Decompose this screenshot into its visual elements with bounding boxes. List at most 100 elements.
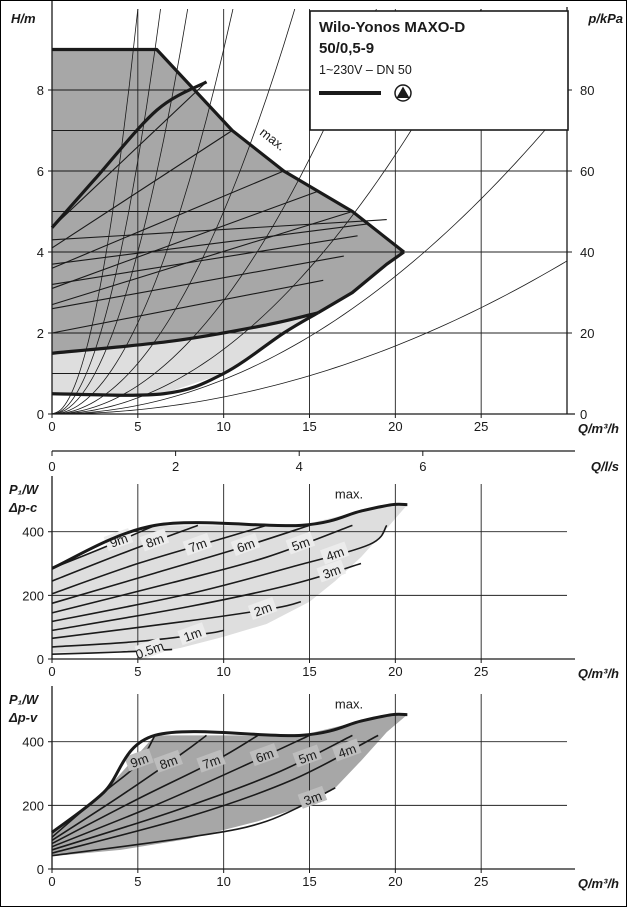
y-axis-label: H/m: [11, 11, 36, 26]
curve-label-bg: [297, 785, 328, 809]
power-dpv-chart: 9m 8m 7m 6m 5m 4m 3m max. 0 5 10 15 20 25 0 200 400 Q/m³/…: [8, 686, 619, 891]
curve-label-bg: [319, 541, 350, 565]
curve-label: 6m: [254, 745, 276, 765]
power-area: [52, 504, 408, 653]
x-tick-label: 0: [48, 664, 55, 679]
x-tick-label: 0: [48, 874, 55, 889]
x-tick-label: 25: [474, 419, 488, 434]
power-curve-6m: [51, 524, 310, 605]
system-curve: [52, 9, 189, 414]
mode-label: Δp-v: [8, 710, 38, 725]
curve-label-bg: [316, 559, 347, 583]
y2-tick-label: 60: [580, 164, 594, 179]
power-curve-3m: [51, 787, 336, 857]
x-tick-label: 20: [388, 419, 402, 434]
x-tick-label: 25: [474, 664, 488, 679]
curve-label: 3m: [321, 562, 343, 582]
curve-label: 7m: [187, 535, 209, 555]
x-tick-label: 20: [388, 874, 402, 889]
dpv-setpoint-line: [51, 223, 370, 265]
y-tick-label: 4: [37, 245, 44, 260]
x-tick-label: 15: [302, 664, 316, 679]
power-curve-4m: [51, 524, 388, 623]
curve-label-bg: [331, 738, 362, 762]
max-curve: [52, 47, 405, 254]
y2-tick-label: 0: [580, 407, 587, 422]
x-tick-label: 20: [388, 664, 402, 679]
curve-label-bg: [247, 596, 278, 620]
curve-label-bg: [182, 532, 213, 556]
y-tick-label: 8: [37, 83, 44, 98]
x-axis-label: Q/m³/h: [578, 421, 619, 436]
y-tick-label: 0: [37, 407, 44, 422]
y-tick-label: 200: [22, 588, 44, 603]
power-envelope: [51, 502, 408, 570]
ls-tick-label: 2: [172, 459, 179, 474]
heavy-setpoint-curve: [51, 311, 319, 355]
max-annotation: max.: [335, 486, 363, 501]
curve-label: 9m: [128, 751, 150, 771]
x-tick-label: 15: [302, 874, 316, 889]
power-curve-2m: [51, 600, 302, 640]
curve-label: 3m: [302, 788, 324, 808]
ls-tick-label: 4: [296, 459, 303, 474]
power-curve-7m: [51, 734, 259, 845]
system-curve: [52, 9, 296, 414]
curve-label: 6m: [235, 535, 257, 555]
x-tick-label: 10: [216, 664, 230, 679]
y2-tick-label: 80: [580, 83, 594, 98]
ls-axis-label: Q/l/s: [591, 459, 619, 474]
curve-label-bg: [139, 528, 170, 552]
dpv-fan-line: [51, 170, 284, 269]
title-box-frame: [309, 10, 569, 131]
y-tick-label: 0: [37, 652, 44, 667]
power-curve-7m: [51, 524, 267, 595]
curve-label-bg: [177, 622, 208, 646]
heavy-setpoint-curve: [50, 80, 208, 229]
dpv-fan-line: [51, 81, 207, 229]
right-boundary: [317, 250, 405, 315]
x-tick-label: 0: [48, 419, 55, 434]
curve-label-bg: [196, 749, 226, 773]
power-curve-1m: [51, 629, 224, 648]
power-envelope: [51, 712, 408, 834]
x-tick-label: 10: [216, 419, 230, 434]
curve-label-bg: [249, 743, 280, 767]
pump-triangle-icon: [394, 84, 412, 102]
dpv-setpoint-line: [51, 219, 387, 241]
curve-label-bg: [124, 748, 154, 772]
min-curve: [51, 311, 319, 397]
mode-label: Δp-c: [8, 500, 38, 515]
system-curve: [52, 103, 567, 414]
x-tick-label: 5: [134, 664, 141, 679]
curve-label-bg: [292, 744, 323, 768]
curve-label-bg: [134, 637, 165, 661]
system-curve: [52, 9, 161, 414]
y-tick-label: 6: [37, 164, 44, 179]
y2-tick-label: 20: [580, 326, 594, 341]
x-tick-label: 15: [302, 419, 316, 434]
flow-ls-axis: 0 2 4 6 Q/l/s: [48, 450, 619, 474]
product-model: 50/0,5-9: [319, 40, 374, 57]
curve-label: 8m: [158, 752, 180, 772]
curve-label: 5m: [297, 747, 319, 767]
x-axis-label: Q/m³/h: [578, 666, 619, 681]
ls-tick-label: 0: [48, 459, 55, 474]
curve-label: 8m: [144, 531, 166, 551]
curve-label-bg: [153, 749, 184, 773]
curve-label-bg: [285, 531, 316, 555]
max-annotation: max.: [257, 125, 288, 154]
curve-label: 4m: [324, 544, 346, 564]
y-tick-label: 0: [37, 862, 44, 877]
head-chart: max. 0 5 10 15 20 25 0 2 4 6 8 Q/m³/h H/m p/kPa 0 20 40 60…: [11, 1, 623, 436]
system-curve: [52, 9, 139, 414]
y-tick-label: 400: [22, 525, 44, 540]
x-tick-label: 5: [134, 419, 141, 434]
curve-label: 5m: [290, 534, 312, 554]
power-area: [52, 714, 408, 857]
dpv-fan-line: [51, 210, 353, 306]
curve-label: 7m: [200, 752, 222, 772]
